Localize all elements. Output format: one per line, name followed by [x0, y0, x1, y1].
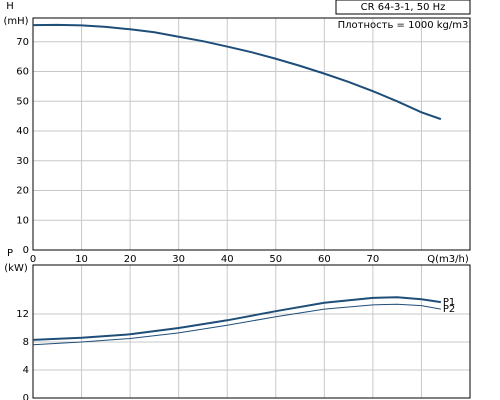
x-tick-label: 40: [221, 254, 234, 265]
x-axis-label: Q(m3/h): [427, 254, 469, 265]
series-label: P1: [443, 297, 455, 308]
series-line: [32, 23, 442, 121]
x-tick-label: 70: [367, 254, 380, 265]
y-axis-label: (kW): [4, 263, 28, 274]
series-line: [32, 296, 442, 341]
annotation-box: [335, 0, 471, 15]
y-axis-label: P: [7, 248, 13, 259]
y-tick-label: 12: [16, 309, 29, 320]
annotation: Плотность = 1000 kg/m3: [338, 20, 469, 31]
y-tick-label: 8: [23, 337, 29, 348]
y-tick-label: 30: [16, 156, 29, 167]
plot-frame: [32, 17, 471, 251]
y-tick-label: 50: [16, 96, 29, 107]
x-tick-label: 50: [269, 254, 282, 265]
y-tick-label: 10: [16, 215, 29, 226]
y-tick-label: 4: [23, 365, 29, 376]
series-line: [32, 303, 441, 346]
x-tick-label: 60: [318, 254, 331, 265]
y-tick-label: 0: [23, 393, 29, 400]
x-tick-label: 10: [75, 254, 88, 265]
y-tick-label: 70: [16, 37, 29, 48]
x-tick-label: 30: [172, 254, 185, 265]
y-axis-label: (mH): [3, 16, 28, 27]
y-tick-label: 40: [16, 126, 29, 137]
x-tick-label: 20: [124, 254, 137, 265]
annotation: CR 64-3-1, 50 Hz: [361, 2, 446, 13]
y-axis-label: H: [6, 1, 14, 12]
plot-frame: [32, 264, 471, 399]
y-tick-label: 20: [16, 186, 29, 197]
series-label: P2: [443, 304, 455, 315]
y-tick-label: 60: [16, 67, 29, 78]
x-tick-label: 0: [30, 254, 36, 265]
y-tick-label: 0: [23, 245, 29, 256]
